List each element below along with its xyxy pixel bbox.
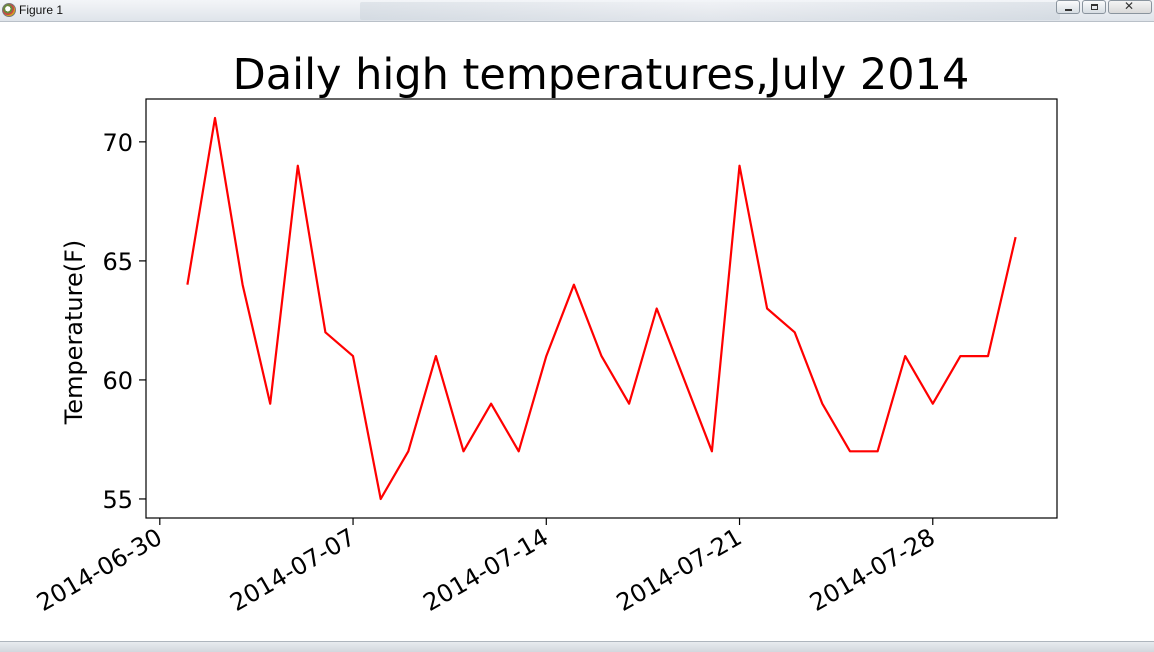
x-tick-label: 2014-07-07 xyxy=(225,523,360,617)
x-tick-label: 2014-07-21 xyxy=(612,523,747,617)
chart-title: Daily high temperatures,July 2014 xyxy=(233,50,970,100)
window-controls xyxy=(1056,0,1152,14)
y-tick-label: 55 xyxy=(102,486,133,514)
y-tick-label: 60 xyxy=(102,367,133,395)
y-tick-label: 65 xyxy=(102,248,133,276)
background-taskbar-strip xyxy=(360,2,1060,20)
minimize-icon[interactable] xyxy=(1056,0,1080,14)
x-tick-label: 2014-07-28 xyxy=(805,523,940,617)
y-tick-group: 55 60 65 70 xyxy=(102,129,146,514)
matplotlib-icon xyxy=(2,3,16,17)
y-axis-label: Temperature(F) xyxy=(60,240,88,426)
maximize-icon[interactable] xyxy=(1082,0,1106,14)
y-tick-label: 70 xyxy=(102,129,133,157)
series-line xyxy=(186,116,1017,501)
plot-frame xyxy=(145,98,1058,519)
x-tick-label: 2014-06-30 xyxy=(32,523,167,617)
window-bottom-bar xyxy=(0,641,1154,652)
window-title: Figure 1 xyxy=(19,3,64,17)
figure-canvas: Daily high temperatures,July 2014 Temper… xyxy=(32,50,1058,617)
close-icon[interactable] xyxy=(1108,0,1152,14)
window-titlebar: Figure 1 xyxy=(0,0,1154,22)
x-tick-label: 2014-07-14 xyxy=(418,523,553,617)
x-tick-group: 2014-06-30 2014-07-07 2014-07-14 2014-07-21… xyxy=(32,518,940,617)
